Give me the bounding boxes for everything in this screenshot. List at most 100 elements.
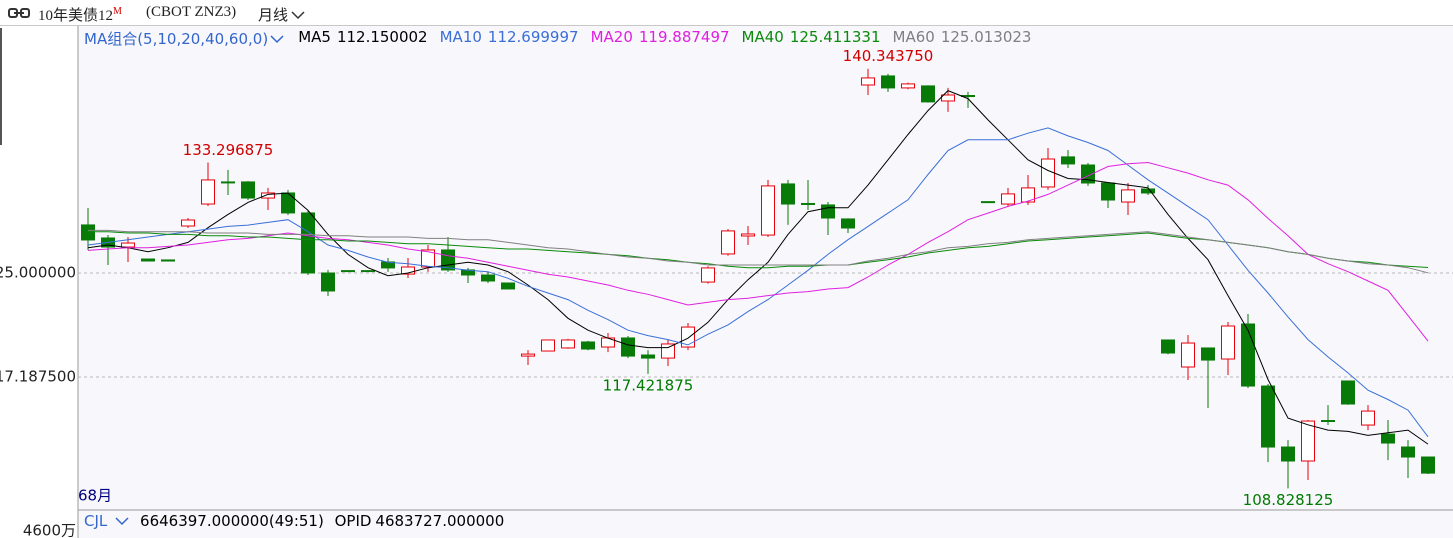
candle-body — [741, 233, 755, 237]
candle-body — [181, 219, 195, 227]
indicator-selector[interactable]: MA组合(5,10,20,40,60,0) — [84, 28, 284, 49]
extreme-label: 140.343750 — [843, 47, 934, 65]
candle-body — [1261, 385, 1275, 448]
extreme-label: 108.828125 — [1243, 491, 1334, 509]
candle-body — [881, 75, 895, 89]
ma-line — [87, 90, 1429, 445]
candle-body — [301, 212, 315, 274]
legend-item: MA20 119.887497 — [591, 28, 730, 49]
legend-name: MA40 — [741, 28, 784, 46]
candle-body — [1281, 446, 1295, 462]
candle-body — [521, 353, 535, 357]
candle-body — [1121, 189, 1135, 203]
candle-body — [341, 270, 355, 273]
legend-item: MA10 112.699997 — [440, 28, 579, 49]
candle-body — [681, 326, 695, 348]
chevron — [270, 35, 284, 44]
candle-body — [1201, 347, 1215, 361]
candle-body — [761, 185, 775, 236]
candle-body — [1301, 420, 1315, 462]
plot-background — [78, 26, 1453, 538]
link-icon[interactable] — [8, 7, 30, 19]
candle-body — [901, 83, 915, 89]
title-text: 10年美债12 — [38, 8, 114, 24]
candle-body — [581, 341, 595, 350]
legend-name: MA60 — [892, 28, 935, 46]
candle-body — [641, 354, 655, 359]
candle-body — [981, 201, 995, 204]
candle-body — [1061, 156, 1075, 165]
candle-body — [1021, 187, 1035, 203]
legend-name: MA20 — [590, 28, 633, 46]
x-axis-label: 68月 — [78, 487, 112, 505]
legend-value: 112.699997 — [487, 28, 579, 46]
chevron — [291, 11, 305, 20]
candle-body — [1001, 193, 1015, 205]
candle-body — [1101, 182, 1115, 201]
candle-body — [941, 94, 955, 102]
candle-body — [281, 192, 295, 214]
symbol: (CBOT ZNZ3) — [146, 4, 237, 20]
candle-body — [321, 272, 335, 292]
opid-value: 4683727.000000 — [375, 512, 505, 530]
candle-body — [261, 192, 275, 199]
candle-body — [121, 242, 135, 248]
legend-value: 125.013023 — [940, 28, 1032, 46]
candle-body — [1181, 342, 1195, 368]
legend: MA组合(5,10,20,40,60,0) MA5 112.150002 MA10 1… — [84, 28, 1043, 49]
candle-body — [921, 85, 935, 103]
candle-body — [1241, 323, 1255, 387]
candle-body — [401, 266, 415, 275]
candle-body — [1141, 188, 1155, 194]
ma-line — [87, 161, 1429, 342]
candle-body — [1341, 380, 1355, 405]
candle-body — [481, 274, 495, 282]
candle-body — [81, 224, 95, 241]
candle-body — [861, 77, 875, 86]
opid-label: OPID — [334, 512, 372, 530]
legend-item: MA60 125.013023 — [893, 28, 1032, 49]
candle-body — [621, 337, 635, 357]
volume-legend: CJL 6646397.000000(49:51) OPID 4683727.00… — [84, 512, 510, 530]
candle-body — [721, 230, 735, 255]
candle-body — [1321, 420, 1335, 423]
legend-value: 125.411331 — [789, 28, 881, 46]
period-selector[interactable]: 月线 — [258, 4, 305, 25]
candle-body — [201, 179, 215, 205]
legend-name: MA5 — [298, 28, 331, 46]
candle-body — [1081, 164, 1095, 184]
candle-body — [361, 270, 375, 273]
legend-name: MA10 — [439, 28, 482, 46]
extreme-label: 133.296875 — [183, 141, 274, 159]
ma-line — [88, 229, 1429, 274]
candle-body — [241, 181, 255, 199]
legend-item: MA5 112.150002 — [298, 28, 427, 49]
volume-indicator[interactable]: CJL — [84, 512, 129, 530]
candle-body — [701, 267, 715, 283]
indicator-name: MA组合(5,10,20,40,60,0) — [84, 30, 269, 48]
candle-body — [561, 339, 575, 349]
candle-body — [1221, 325, 1235, 360]
candle-body — [781, 183, 795, 205]
candle-body — [841, 218, 855, 229]
y-tick-label: 117.187500 — [0, 368, 76, 386]
instrument-title: 10年美债12M — [38, 4, 122, 25]
title-sup: M — [113, 6, 122, 17]
candle-body — [1421, 456, 1435, 474]
legend-item: MA40 125.411331 — [742, 28, 881, 49]
volume-indicator-name: CJL — [84, 512, 108, 530]
candle-body — [541, 339, 555, 352]
candle-body — [1361, 410, 1375, 426]
candle-body — [801, 202, 815, 205]
volume-value: 6646397.000000(49:51) — [140, 512, 324, 530]
legend-value: 119.887497 — [638, 28, 730, 46]
candle-body — [501, 282, 515, 290]
candle-body — [1161, 339, 1175, 354]
y-tick-label: 125.000000 — [0, 263, 76, 281]
candle-body — [221, 181, 235, 184]
marks: 125.000000 117.187500 133.296875 117.421875… — [0, 47, 1453, 509]
candle-body — [141, 258, 155, 262]
period-text: 月线 — [258, 8, 289, 24]
